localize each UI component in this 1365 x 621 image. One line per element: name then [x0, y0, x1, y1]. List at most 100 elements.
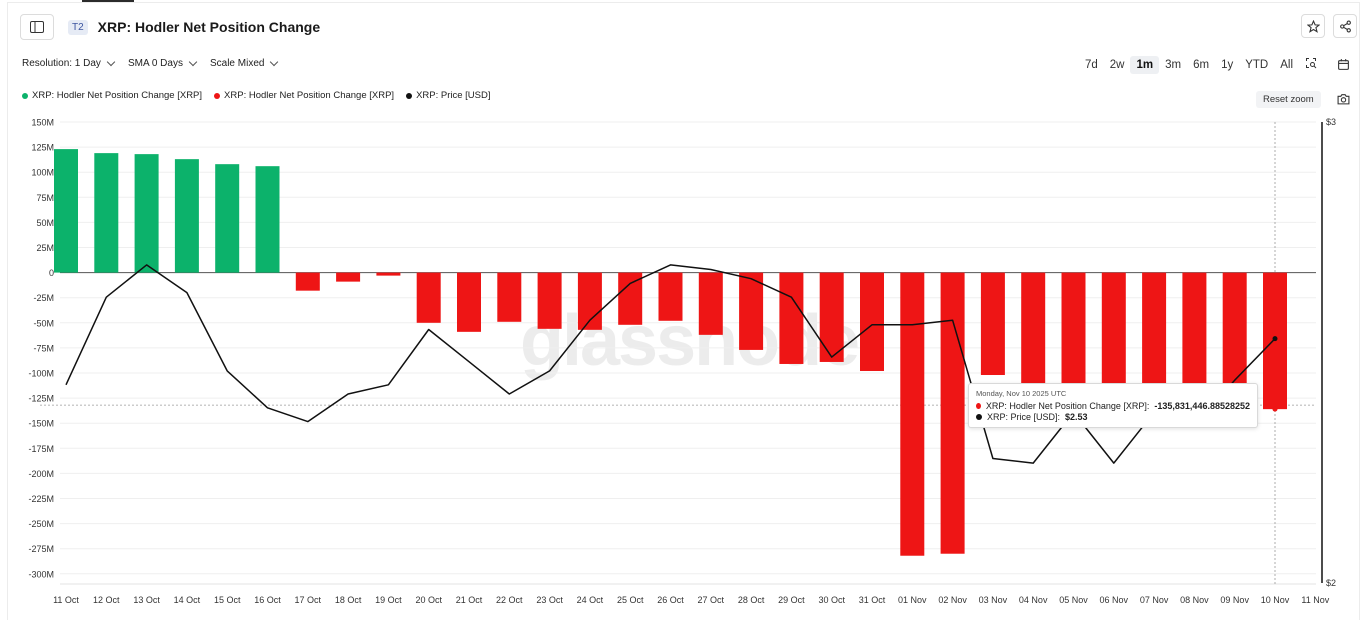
tooltip-date: Monday, Nov 10 2025 UTC: [976, 389, 1067, 398]
legend-item-hodler-positive[interactable]: XRP: Hodler Net Position Change [XRP]: [22, 90, 202, 101]
tooltip-dot-black: [976, 414, 982, 420]
bar: [1222, 272, 1247, 384]
y-tick-label: -175M: [28, 444, 54, 454]
chart-controls: Resolution: 1 Day SMA 0 Days Scale Mixed: [22, 57, 279, 69]
tooltip-label: XRP: Price [USD]:: [987, 412, 1061, 422]
bar: [1101, 272, 1126, 384]
x-tick-label: 20 Oct: [415, 595, 442, 605]
x-tick-label: 28 Oct: [738, 595, 765, 605]
y-tick-label: 0: [49, 268, 54, 278]
screenshot-button[interactable]: [1337, 92, 1350, 110]
y-tick-label: 100M: [31, 168, 54, 178]
tooltip-row-hodler: XRP: Hodler Net Position Change [XRP]: -…: [976, 401, 1250, 411]
tooltip-dot-red: [976, 403, 981, 409]
panel-frame: [7, 2, 1360, 620]
bar: [819, 272, 844, 362]
x-tick-label: 23 Oct: [536, 595, 563, 605]
legend-label: XRP: Hodler Net Position Change [XRP]: [224, 90, 395, 101]
chart-tooltip: Monday, Nov 10 2025 UTC XRP: Hodler Net …: [968, 383, 1258, 428]
camera-icon: [1337, 94, 1350, 105]
y-tick-label: -300M: [28, 569, 54, 579]
x-tick-label: 24 Oct: [577, 595, 604, 605]
bar: [255, 166, 280, 273]
x-tick-label: 17 Oct: [295, 595, 322, 605]
resolution-select[interactable]: Resolution: 1 Day: [22, 57, 116, 69]
y-tick-label: -25M: [33, 293, 54, 303]
x-tick-label: 13 Oct: [133, 595, 160, 605]
y-tick-label: -275M: [28, 544, 54, 554]
calendar-icon: [1337, 58, 1349, 70]
bar: [1182, 272, 1207, 384]
bar: [54, 149, 78, 273]
bar: [1021, 272, 1046, 384]
star-icon: [1306, 19, 1320, 33]
y-tick-label: -200M: [28, 469, 54, 479]
x-tick-label: 01 Nov: [898, 595, 927, 605]
bar: [1061, 272, 1086, 384]
bar: [698, 272, 723, 335]
bar: [779, 272, 804, 364]
range-3m[interactable]: 3m: [1165, 58, 1182, 71]
range-ytd[interactable]: YTD: [1245, 58, 1269, 71]
range-1m[interactable]: 1m: [1130, 55, 1160, 74]
bar: [134, 154, 159, 273]
y-tick-label: -150M: [28, 419, 54, 429]
x-tick-label: 04 Nov: [1019, 595, 1048, 605]
sma-label: SMA 0 Days: [127, 58, 183, 69]
calendar-button[interactable]: [1331, 54, 1355, 74]
legend-label: XRP: Price [USD]: [416, 90, 491, 101]
share-button[interactable]: [1333, 14, 1357, 38]
legend-item-hodler-negative[interactable]: XRP: Hodler Net Position Change [XRP]: [214, 90, 394, 101]
range-6m[interactable]: 6m: [1193, 58, 1210, 71]
x-tick-label: 08 Nov: [1180, 595, 1209, 605]
y-tick-label: 125M: [31, 143, 54, 153]
bar: [94, 153, 119, 273]
range-1y[interactable]: 1y: [1221, 58, 1234, 71]
y-tick-label: -75M: [33, 343, 54, 353]
tooltip-value: -135,831,446.88528252: [1154, 401, 1250, 411]
chart-header: T2 XRP: Hodler Net Position Change: [20, 14, 320, 40]
x-tick-label: 05 Nov: [1059, 595, 1088, 605]
resolution-label: Resolution: 1 Day: [22, 58, 101, 69]
share-icon: [1339, 20, 1351, 32]
range-7d[interactable]: 7d: [1084, 58, 1098, 71]
x-tick-label: 03 Nov: [979, 595, 1008, 605]
legend-dot-red: [214, 92, 221, 99]
sma-select[interactable]: SMA 0 Days: [127, 57, 198, 69]
x-tick-label: 18 Oct: [335, 595, 362, 605]
x-tick-label: 02 Nov: [938, 595, 967, 605]
tooltip-row-price: XRP: Price [USD]: $2.53: [976, 412, 1250, 422]
highlight-price-marker: [1272, 336, 1278, 342]
right-tick-label: $3: [1326, 117, 1336, 127]
sidebar-toggle-button[interactable]: [20, 14, 54, 40]
bar: [174, 159, 199, 273]
tooltip-label: XRP: Hodler Net Position Change [XRP]:: [985, 401, 1150, 411]
bar: [980, 272, 1005, 376]
favorite-button[interactable]: [1301, 14, 1325, 38]
zoom-select-button[interactable]: [1299, 54, 1323, 75]
x-tick-label: 07 Nov: [1140, 595, 1169, 605]
y-tick-label: 25M: [36, 243, 54, 253]
bar: [658, 272, 683, 321]
bar: [1142, 272, 1167, 384]
highlight-bar-marker: [1272, 406, 1278, 412]
bar: [376, 272, 401, 276]
scale-select[interactable]: Scale Mixed: [210, 57, 279, 69]
bar: [618, 272, 643, 325]
x-tick-label: 31 Oct: [859, 595, 886, 605]
x-tick-label: 09 Nov: [1220, 595, 1249, 605]
reset-zoom-button[interactable]: Reset zoom: [1256, 91, 1321, 108]
range-2w[interactable]: 2w: [1109, 58, 1125, 71]
x-tick-label: 10 Nov: [1261, 595, 1290, 605]
x-tick-label: 26 Oct: [657, 595, 684, 605]
bar: [739, 272, 764, 350]
range-all[interactable]: All: [1280, 58, 1293, 71]
legend-item-price[interactable]: XRP: Price [USD]: [406, 90, 491, 101]
x-tick-label: 14 Oct: [174, 595, 201, 605]
x-tick-label: 21 Oct: [456, 595, 483, 605]
x-tick-label: 27 Oct: [698, 595, 725, 605]
chart-legend: XRP: Hodler Net Position Change [XRP] XR…: [22, 90, 491, 101]
x-tick-label: 16 Oct: [254, 595, 281, 605]
tooltip-value: $2.53: [1065, 412, 1088, 422]
